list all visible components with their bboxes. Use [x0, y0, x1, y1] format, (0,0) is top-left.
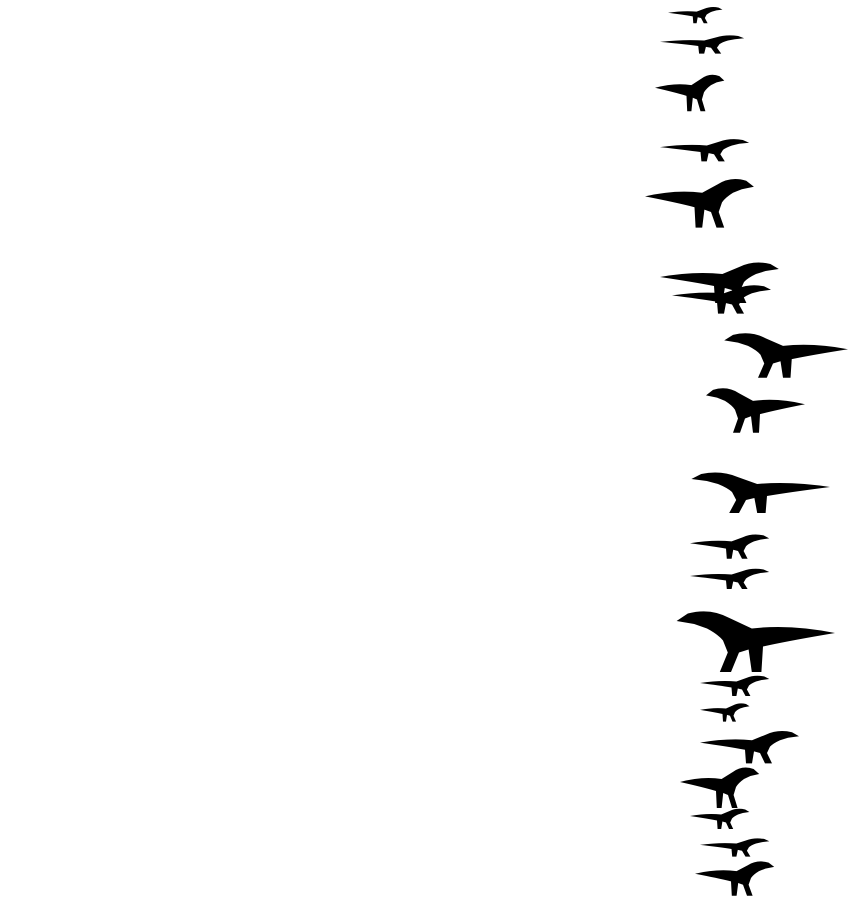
silhouette	[660, 139, 750, 162]
silhouette	[655, 74, 725, 112]
silhouette	[668, 7, 723, 24]
silhouette	[706, 388, 805, 433]
silhouettes	[645, 7, 848, 896]
silhouette	[700, 731, 799, 764]
silhouette	[691, 472, 830, 513]
silhouette	[680, 767, 760, 808]
silhouette	[690, 808, 750, 829]
silhouette	[676, 611, 835, 672]
silhouette	[660, 35, 745, 54]
silhouette	[724, 333, 848, 378]
silhouette	[645, 179, 754, 228]
silhouette	[700, 703, 750, 722]
silhouette	[700, 675, 770, 696]
silhouette	[700, 838, 770, 857]
silhouette	[690, 568, 770, 589]
silhouette	[690, 534, 770, 559]
silhouette	[695, 861, 775, 896]
